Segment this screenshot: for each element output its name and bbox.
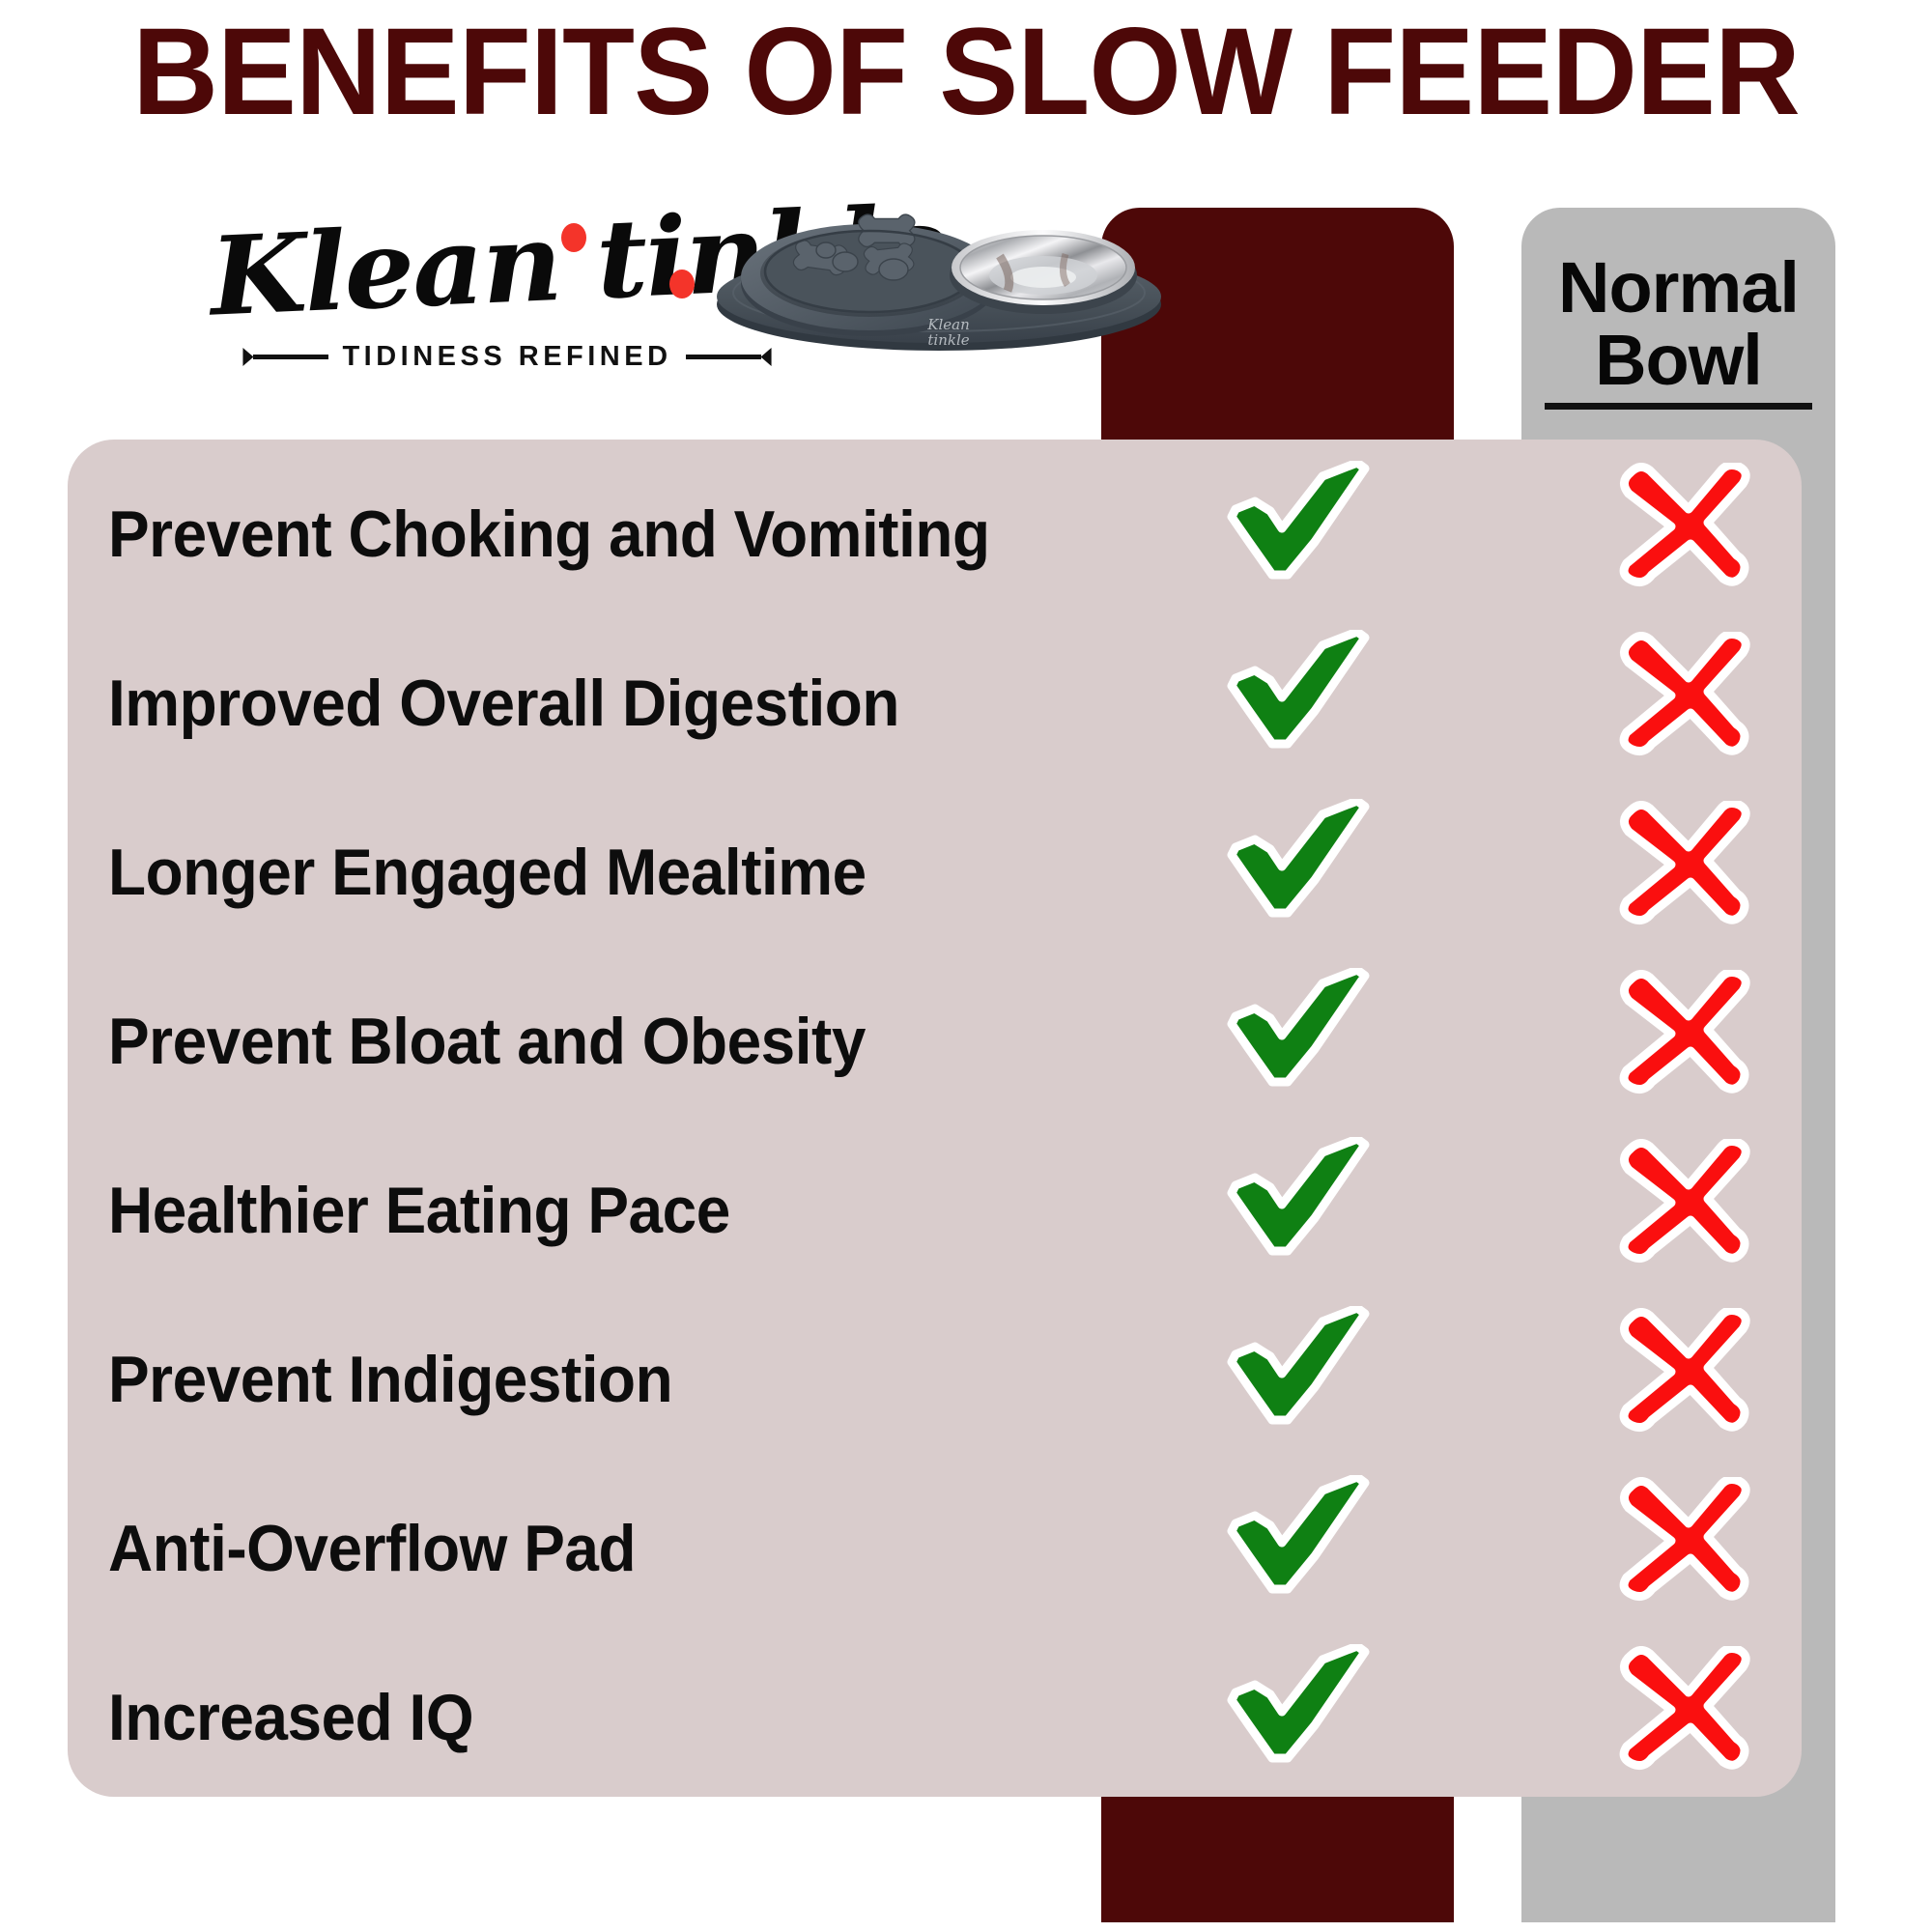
cross-icon xyxy=(1615,799,1755,926)
benefit-row: Increased IQ xyxy=(0,1633,1932,1802)
brand-tagline: TIDINESS REFINED xyxy=(342,341,672,372)
benefit-label: Longer Engaged Mealtime xyxy=(108,835,867,909)
benefit-row: Healthier Eating Pace xyxy=(0,1125,1932,1294)
logo-accent-dot-i xyxy=(561,223,586,252)
tagline-rule-left-icon xyxy=(253,355,329,359)
product-emboss-label-2: tinkle xyxy=(927,331,969,349)
normal-bowl-heading-line1: Normal xyxy=(1558,247,1800,327)
benefit-label: Increased IQ xyxy=(108,1680,474,1754)
normal-bowl-heading: Normal Bowl xyxy=(1521,251,1835,397)
brand-logo: Klean tinkle TIDINESS REFINED xyxy=(208,182,949,373)
cross-icon xyxy=(1615,630,1755,757)
benefit-row: Anti-Overflow Pad xyxy=(0,1463,1932,1633)
cross-icon xyxy=(1615,1475,1755,1603)
benefit-row: Prevent Indigestion xyxy=(0,1294,1932,1463)
product-image-slow-feeder: Klean tinkle xyxy=(710,159,1169,353)
check-icon xyxy=(1222,1303,1377,1436)
brand-tagline-row: TIDINESS REFINED xyxy=(217,341,797,373)
product-emboss-label: Klean xyxy=(926,316,969,333)
benefits-panel xyxy=(68,440,1802,1797)
benefit-row: Prevent Choking and Vomiting xyxy=(0,449,1932,618)
benefit-label: Healthier Eating Pace xyxy=(108,1173,730,1247)
benefits-rows: Prevent Choking and Vomiting Improved Ove… xyxy=(0,440,1932,1797)
stainless-steel-bowl-icon xyxy=(950,230,1137,314)
benefit-label: Anti-Overflow Pad xyxy=(108,1511,637,1585)
logo-accent-dot-end xyxy=(669,270,695,298)
benefit-row: Longer Engaged Mealtime xyxy=(0,787,1932,956)
slow-feeder-bowl-icon xyxy=(741,213,998,336)
check-icon xyxy=(1222,1641,1377,1775)
check-icon xyxy=(1222,1472,1377,1605)
cross-icon xyxy=(1615,1306,1755,1434)
tagline-rule-right-icon xyxy=(685,355,761,359)
check-icon xyxy=(1222,1134,1377,1267)
benefit-label: Prevent Choking and Vomiting xyxy=(108,497,990,571)
cross-icon xyxy=(1615,461,1755,588)
benefit-row: Prevent Bloat and Obesity xyxy=(0,956,1932,1125)
benefit-row: Improved Overall Digestion xyxy=(0,618,1932,787)
cross-icon xyxy=(1615,968,1755,1095)
normal-bowl-heading-line2: Bowl xyxy=(1595,320,1763,401)
check-icon xyxy=(1222,965,1377,1098)
benefit-label: Improved Overall Digestion xyxy=(108,666,899,740)
page-title: BENEFITS OF SLOW FEEDER xyxy=(132,3,1801,141)
benefit-label: Prevent Indigestion xyxy=(108,1342,673,1416)
check-icon xyxy=(1222,627,1377,760)
check-icon xyxy=(1222,458,1377,591)
normal-bowl-divider xyxy=(1545,403,1812,410)
cross-icon xyxy=(1615,1644,1755,1772)
benefit-label: Prevent Bloat and Obesity xyxy=(108,1004,866,1078)
cross-icon xyxy=(1615,1137,1755,1264)
check-icon xyxy=(1222,796,1377,929)
